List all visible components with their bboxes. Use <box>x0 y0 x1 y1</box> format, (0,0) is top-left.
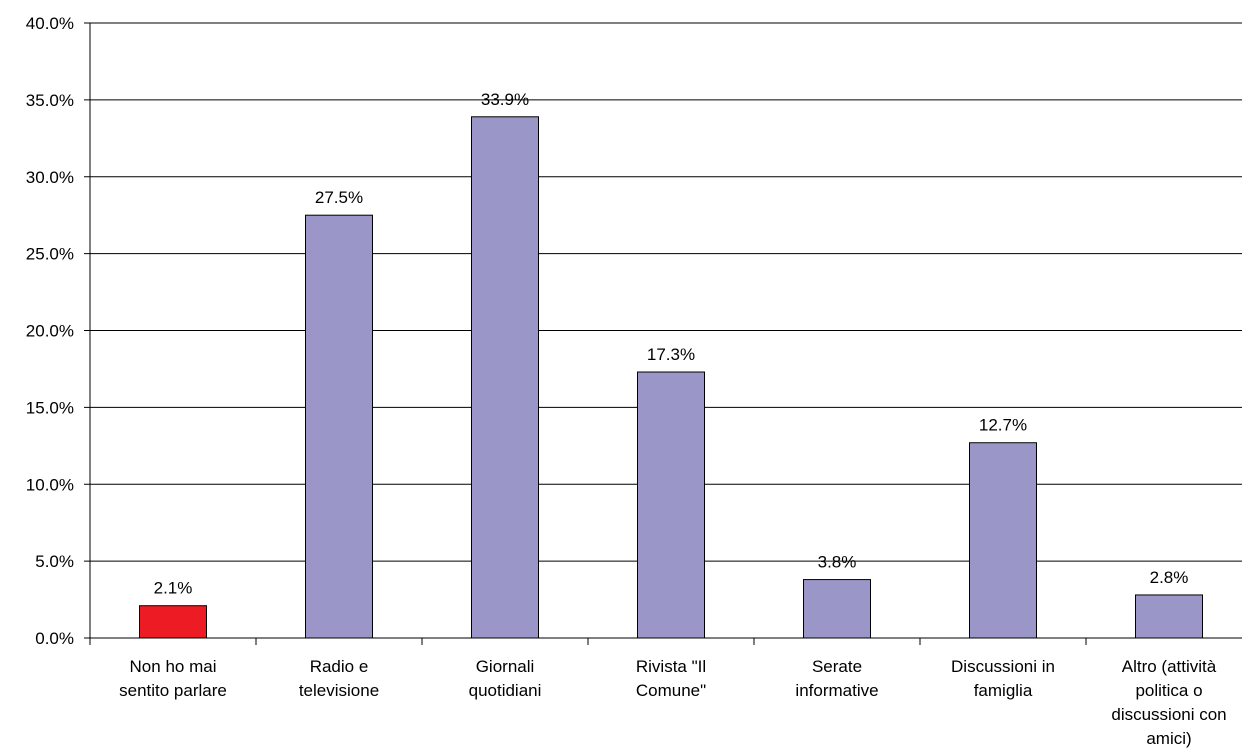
y-tick-label: 15.0% <box>26 398 74 417</box>
y-axis-ticks: 0.0% 5.0% 10.0% 15.0% 20.0% 25.0% 30.0% 35.0% 40… <box>26 14 90 648</box>
data-label: 2.1% <box>154 579 193 598</box>
data-label: 17.3% <box>647 345 695 364</box>
x-tick-label-line: Comune" <box>636 681 706 700</box>
x-tick-label: Rivista "Il Comune" <box>636 657 706 700</box>
axes <box>89 23 1242 645</box>
bar <box>637 371 705 639</box>
y-tick-label: 25.0% <box>26 245 74 264</box>
y-tick-label: 0.0% <box>35 629 74 648</box>
y-tick-label: 35.0% <box>26 91 74 110</box>
y-tick-label: 20.0% <box>26 322 74 341</box>
x-axis-labels: Non ho mai sentito parlare Radio e televisi… <box>119 657 1227 748</box>
x-tick-label-line: televisione <box>299 681 379 700</box>
bar <box>139 605 207 639</box>
x-tick-label: Discussioni in famiglia <box>951 657 1055 700</box>
y-tick-label: 5.0% <box>35 552 74 571</box>
x-tick-label-line: amici) <box>1146 729 1191 748</box>
x-tick-label-line: Non ho mai <box>130 657 217 676</box>
x-tick-label-line: politica o <box>1135 681 1202 700</box>
bar <box>1135 594 1203 639</box>
y-tick-label: 30.0% <box>26 168 74 187</box>
data-label: 2.8% <box>1150 568 1189 587</box>
data-label: 33.9% <box>481 90 529 109</box>
x-tick-label: Non ho mai sentito parlare <box>119 657 227 700</box>
bars <box>139 116 1203 639</box>
x-tick-label: Giornali quotidiani <box>469 657 542 700</box>
y-tick-label: 40.0% <box>26 14 74 33</box>
data-label: 27.5% <box>315 188 363 207</box>
x-tick-label-line: Discussioni in <box>951 657 1055 676</box>
x-tick-label: Altro (attività politica o discussioni con… <box>1111 657 1226 748</box>
x-tick-label-line: Rivista "Il <box>636 657 706 676</box>
x-tick-label-line: Radio e <box>310 657 369 676</box>
x-tick-label-line: sentito parlare <box>119 681 227 700</box>
x-tick-label-line: informative <box>795 681 878 700</box>
x-tick-label: Serate informative <box>795 657 878 700</box>
data-label: 12.7% <box>979 416 1027 435</box>
x-tick-label-line: famiglia <box>974 681 1033 700</box>
bar <box>969 442 1037 639</box>
y-tick-label: 10.0% <box>26 475 74 494</box>
bar <box>471 116 539 639</box>
bar <box>803 579 871 639</box>
x-tick-label-line: discussioni con <box>1111 705 1226 724</box>
value-labels: 2.1% 27.5% 33.9% 17.3% 3.8% 12.7% 2.8% <box>154 90 1189 598</box>
x-tick-label: Radio e televisione <box>299 657 379 700</box>
x-tick-label-line: Altro (attività <box>1122 657 1217 676</box>
x-tick-label-line: quotidiani <box>469 681 542 700</box>
bar <box>305 214 373 639</box>
data-label: 3.8% <box>818 553 857 572</box>
x-tick-label-line: Giornali <box>476 657 535 676</box>
x-tick-label-line: Serate <box>812 657 862 676</box>
